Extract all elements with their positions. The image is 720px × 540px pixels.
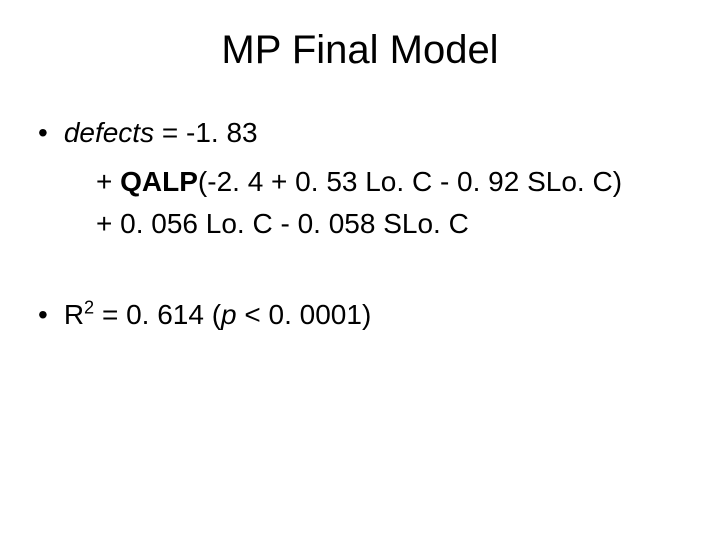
bullet-marker: •: [38, 295, 48, 334]
p-label: p: [221, 299, 237, 330]
intercept-text: = -1. 83: [154, 117, 258, 148]
slide-title: MP Final Model: [0, 0, 720, 113]
spacer: [38, 247, 690, 295]
r-exponent: 2: [84, 297, 94, 317]
bullet-item-1: • defects = -1. 83: [38, 113, 690, 154]
slide-content: • defects = -1. 83 + QALP(-2. 4 + 0. 53 …: [0, 113, 720, 335]
line2-rest: (-2. 4 + 0. 53 Lo. C - 0. 92 SLo. C): [198, 166, 622, 197]
bullet2-text: R2 = 0. 614 (p < 0. 0001): [64, 295, 371, 336]
r-equals: = 0. 614 (: [94, 299, 221, 330]
p-rest: < 0. 0001): [237, 299, 372, 330]
bullet-text-line1: defects = -1. 83: [64, 113, 258, 154]
qalp-label: QALP: [120, 166, 198, 197]
bullet-marker: •: [38, 113, 48, 152]
bullet1-line3: + 0. 056 Lo. C - 0. 058 SLo. C: [38, 204, 690, 245]
line2-prefix: +: [96, 166, 120, 197]
defects-label: defects: [64, 117, 154, 148]
bullet-item-2: • R2 = 0. 614 (p < 0. 0001): [38, 295, 690, 336]
bullet1-line2: + QALP(-2. 4 + 0. 53 Lo. C - 0. 92 SLo. …: [38, 162, 690, 203]
r-label: R: [64, 299, 84, 330]
